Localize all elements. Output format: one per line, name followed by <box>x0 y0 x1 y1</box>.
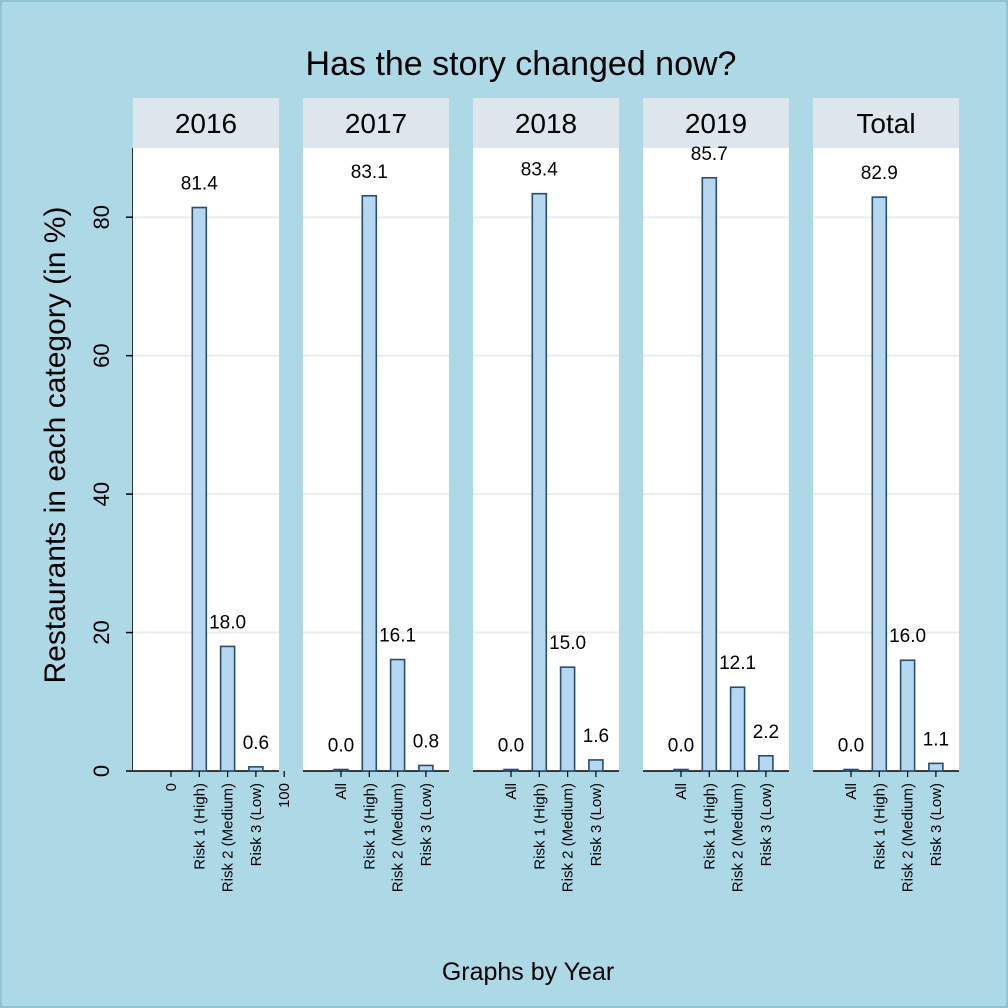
x-tick-label: All <box>673 783 690 800</box>
bar-value-label: 83.4 <box>521 160 558 181</box>
x-tick-label: Risk 3 (Low) <box>418 783 435 866</box>
x-tick-label: Risk 3 (Low) <box>248 783 265 866</box>
x-tick-label: Risk 2 (Medium) <box>560 783 577 892</box>
bar-value-label: 0.6 <box>243 733 269 754</box>
y-tick-label: 20 <box>89 620 114 644</box>
panels: 2016 81.4 18.0 0.6 0 Risk 1 (High) Risk 2 (Med… <box>133 98 959 892</box>
bar-value-label: 0.0 <box>498 736 524 757</box>
bar-value-label: 16.1 <box>379 626 416 647</box>
bar-value-label: 0.8 <box>413 731 439 752</box>
bar <box>334 770 348 772</box>
y-tick-label: 60 <box>89 343 114 367</box>
bar <box>589 760 603 771</box>
x-tick-label: Risk 3 (Low) <box>928 783 945 866</box>
x-tick-label: Risk 1 (High) <box>361 783 378 870</box>
bar-value-label: 12.1 <box>719 653 756 674</box>
graphs-by-note: Graphs by Year <box>442 958 614 986</box>
x-tick-label: Risk 2 (Medium) <box>220 783 237 892</box>
panel-2017: 2017 0.0 83.1 16.1 0.8 All Risk 1 (High) Risk 2… <box>303 98 449 892</box>
panel-2018: 2018 0.0 83.4 15.0 1.6 All Risk 1 (High) Risk 2… <box>473 98 619 892</box>
x-tick-label: Risk 1 (High) <box>701 783 718 870</box>
panel-strip-label: Total <box>856 108 915 139</box>
bar-value-label: 0.0 <box>668 736 694 757</box>
x-tick-label: Risk 1 (High) <box>871 783 888 870</box>
bar <box>249 767 263 771</box>
bar-value-label: 0.0 <box>328 736 354 757</box>
bar-value-label: 0.0 <box>838 736 864 757</box>
y-tick-label: 0 <box>89 765 114 777</box>
panel-strip-label: 2019 <box>685 108 747 139</box>
panel-2016: 2016 81.4 18.0 0.6 0 Risk 1 (High) Risk 2 (Med… <box>133 98 293 892</box>
bar <box>419 765 433 771</box>
bar-value-label: 82.9 <box>861 163 898 184</box>
bar <box>872 197 886 771</box>
x-tick-label: Risk 3 (Low) <box>758 783 775 866</box>
panel-2019: 2019 0.0 85.7 12.1 2.2 All Risk 1 (High) Risk 2… <box>643 98 789 892</box>
x-tick-label: All <box>843 783 860 800</box>
panel-strip-label: 2018 <box>515 108 577 139</box>
bar <box>362 196 376 771</box>
y-tick-label: 40 <box>89 482 114 506</box>
bar-value-label: 18.0 <box>209 612 246 633</box>
bar-value-label: 16.0 <box>889 626 926 647</box>
bar-value-label: 1.6 <box>583 726 609 747</box>
bar <box>561 667 575 771</box>
x-tick-label: Risk 2 (Medium) <box>390 783 407 892</box>
y-axis: 0 20 40 60 80 <box>89 148 133 777</box>
x-tick-label: All <box>503 783 520 800</box>
bar-value-label: 85.7 <box>691 144 728 165</box>
bar <box>901 660 915 771</box>
panel-strip-label: 2016 <box>175 108 237 139</box>
bar <box>731 687 745 771</box>
bar <box>844 770 858 772</box>
bar <box>221 646 235 771</box>
panel-total: Total 0.0 82.9 16.0 1.1 All Risk 1 (High) Risk … <box>813 98 959 892</box>
x-tick-label: Risk 2 (Medium) <box>730 783 747 892</box>
bar <box>702 178 716 771</box>
bar <box>504 770 518 772</box>
x-tick-label: Risk 3 (Low) <box>588 783 605 866</box>
panel-strip-label: 2017 <box>345 108 407 139</box>
x-tick-label: Risk 1 (High) <box>191 783 208 870</box>
bar-value-label: 2.2 <box>753 722 779 743</box>
bar-value-label: 15.0 <box>549 633 586 654</box>
x-tick-label: 0 <box>163 783 180 791</box>
chart-title: Has the story changed now? <box>306 45 737 83</box>
y-tick-label: 80 <box>89 205 114 229</box>
bar <box>759 756 773 771</box>
bar-value-label: 83.1 <box>351 162 388 183</box>
bar <box>192 208 206 771</box>
bar <box>391 660 405 771</box>
x-tick-label: All <box>333 783 350 800</box>
bar-value-label: 1.1 <box>923 729 949 750</box>
y-axis-label: Restaurants in each category (in %) <box>39 207 72 684</box>
x-tick-label: Risk 2 (Medium) <box>900 783 917 892</box>
x-tick-label: Risk 1 (High) <box>531 783 548 870</box>
x-tick-label: 100 <box>276 783 293 808</box>
bar <box>929 763 943 771</box>
bar <box>532 194 546 771</box>
bar-value-label: 81.4 <box>181 174 218 195</box>
bar <box>674 770 688 772</box>
